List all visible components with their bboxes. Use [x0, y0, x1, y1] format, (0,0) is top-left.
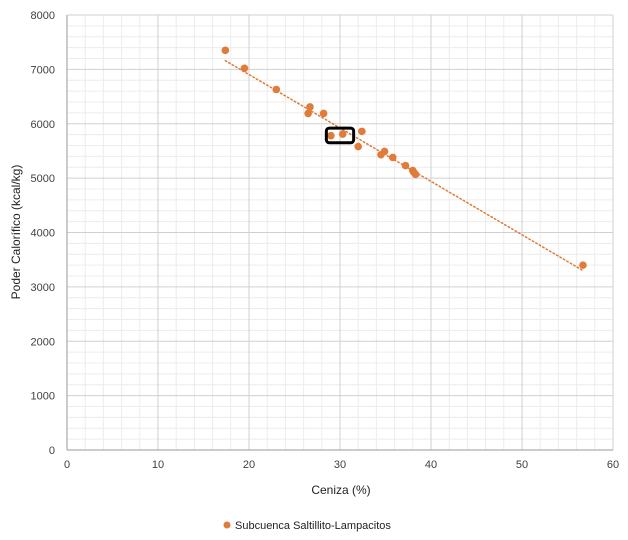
y-tick-label: 2000 — [31, 336, 55, 348]
highlight-group — [324, 126, 356, 145]
legend-marker — [223, 521, 231, 529]
x-tick-label: 40 — [425, 459, 437, 471]
y-tick-label: 8000 — [31, 10, 55, 22]
x-tick-label: 20 — [243, 459, 255, 471]
x-tick-label: 30 — [334, 459, 346, 471]
y-tick-label: 1000 — [31, 391, 55, 403]
x-tick-label: 50 — [516, 459, 528, 471]
data-point — [579, 261, 587, 269]
x-tick-label: 10 — [152, 459, 164, 471]
y-tick-label: 7000 — [31, 64, 55, 76]
y-tick-label: 3000 — [31, 282, 55, 294]
data-points — [221, 46, 587, 269]
x-tick-labels: 0 10 20 30 40 50 60 — [64, 459, 619, 471]
data-point — [411, 170, 420, 179]
data-point — [319, 109, 328, 118]
data-point — [354, 142, 363, 151]
data-point — [327, 131, 335, 140]
y-tick-labels: 0 1000 2000 3000 4000 5000 6000 7000 8000 — [31, 10, 55, 457]
data-point — [388, 153, 397, 162]
y-axis-title: Poder Calorífico (kcal/kg) — [9, 165, 23, 300]
x-tick-label: 0 — [64, 459, 70, 471]
data-point — [401, 161, 410, 170]
legend: Subcuenca Saltillito-Lampacitos — [223, 520, 391, 532]
highlight-box — [324, 126, 356, 145]
y-tick-label: 6000 — [31, 119, 55, 131]
x-tick-label: 60 — [607, 459, 619, 471]
y-tick-label: 0 — [49, 445, 55, 457]
data-point — [380, 147, 389, 156]
x-axis-title: Ceniza (%) — [311, 483, 370, 497]
legend-label: Subcuenca Saltillito-Lampacitos — [235, 520, 391, 532]
data-point — [304, 109, 312, 118]
data-point — [240, 64, 249, 73]
axes — [66, 15, 613, 451]
data-point — [272, 85, 281, 94]
y-tick-label: 4000 — [31, 228, 55, 240]
data-point — [338, 130, 347, 138]
data-point — [358, 127, 366, 136]
y-tick-label: 5000 — [31, 173, 55, 185]
data-point — [221, 46, 230, 55]
data-point — [306, 103, 314, 111]
